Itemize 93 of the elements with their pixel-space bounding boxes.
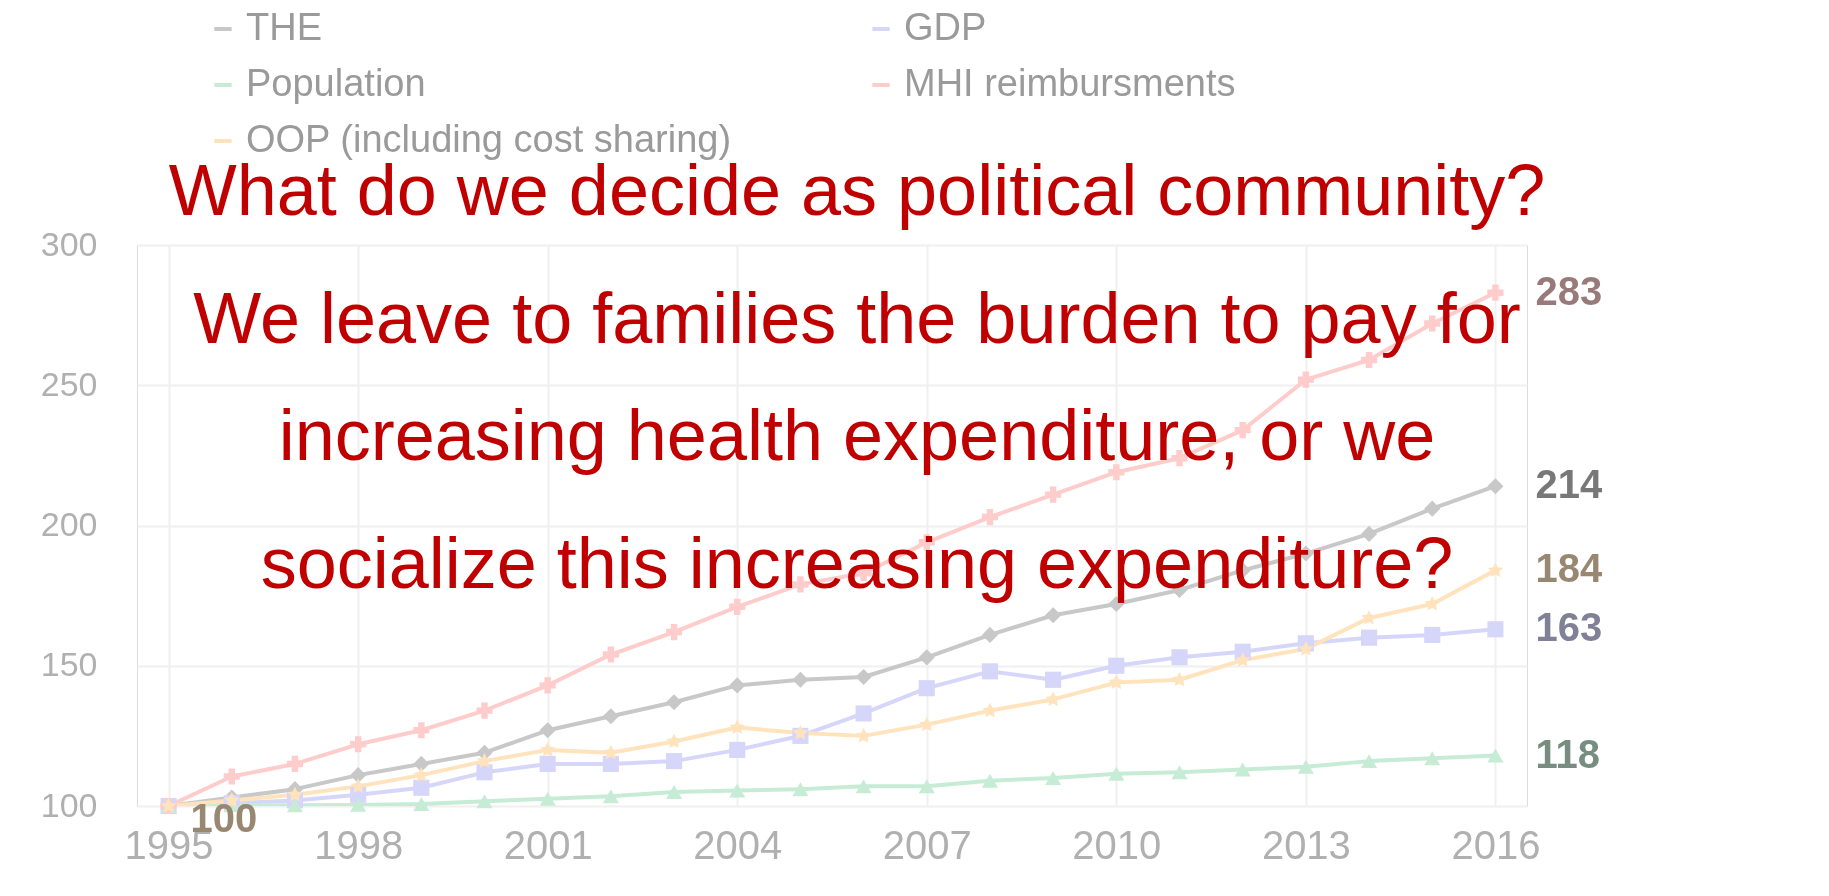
point [1424, 626, 1441, 643]
point [918, 680, 935, 697]
annotation: socialize this increasing expenditure? [260, 523, 1454, 603]
point [918, 649, 935, 666]
point [1045, 607, 1062, 624]
y-tick-label: 200 [40, 505, 98, 543]
point [1108, 766, 1125, 781]
point [1297, 759, 1314, 774]
data-label: 118 [1535, 731, 1600, 776]
point [729, 783, 746, 798]
point [1298, 640, 1314, 656]
annotation: increasing health expenditure, or we [278, 395, 1436, 475]
point [665, 624, 683, 641]
point [855, 668, 872, 686]
point [981, 626, 999, 643]
point [476, 764, 493, 781]
x-tick-label: 1998 [314, 822, 404, 867]
y-tick-label: 150 [40, 645, 98, 684]
point [286, 755, 304, 772]
point [413, 797, 430, 812]
point [855, 705, 872, 722]
point [350, 767, 367, 784]
point [1234, 762, 1251, 777]
point [539, 722, 556, 739]
point [729, 741, 746, 758]
point [287, 786, 303, 802]
point [1424, 500, 1441, 517]
point [1108, 657, 1125, 674]
point [981, 509, 999, 526]
point [539, 755, 556, 772]
x-tick-label: 2007 [882, 822, 972, 867]
point [286, 798, 304, 813]
point [1234, 422, 1251, 439]
point [981, 663, 999, 680]
point [413, 779, 430, 796]
point [1487, 621, 1504, 638]
point [981, 773, 999, 788]
point [1171, 649, 1188, 666]
x-tick-label: 2010 [1072, 822, 1162, 867]
point [539, 677, 556, 694]
point [540, 741, 556, 757]
point [792, 782, 809, 797]
legend-label: GDP [904, 6, 987, 48]
x-tick-label: 2013 [1261, 822, 1351, 867]
x-tick-label: 2016 [1451, 822, 1541, 867]
point [413, 722, 430, 739]
point [729, 677, 746, 694]
data-label: 163 [1535, 605, 1603, 650]
point [792, 671, 809, 688]
legend-label: THE [246, 6, 322, 48]
point [602, 646, 619, 663]
point [1487, 478, 1504, 495]
point [350, 797, 367, 812]
annotation: We leave to families the burden to pay for [193, 278, 1521, 358]
data-label: 184 [1535, 546, 1603, 591]
point [665, 694, 683, 711]
point [350, 736, 367, 753]
point [855, 779, 872, 794]
point [476, 702, 493, 719]
y-tick-label: 250 [40, 364, 98, 403]
data-label: 214 [1535, 462, 1603, 507]
point [350, 778, 366, 793]
point [1171, 765, 1188, 780]
point [1045, 486, 1062, 503]
point [1424, 751, 1441, 766]
point [1360, 754, 1378, 769]
point [918, 779, 935, 794]
point [792, 725, 809, 740]
point [223, 768, 240, 785]
x-tick-label: 2001 [503, 822, 593, 867]
point [1360, 629, 1378, 646]
point [413, 755, 430, 772]
point [1108, 674, 1124, 690]
point [665, 753, 683, 770]
point [476, 794, 493, 809]
point [729, 719, 745, 734]
point [1487, 562, 1504, 577]
point [665, 784, 683, 799]
point [602, 755, 619, 772]
point [1045, 671, 1062, 688]
legend-label: MHI reimbursments [904, 62, 1236, 104]
y-tick-label: 100 [40, 785, 98, 824]
point [602, 708, 619, 725]
point [539, 791, 556, 806]
data-label: 283 [1535, 268, 1603, 313]
point [1487, 748, 1504, 763]
y-tick-label: 300 [40, 224, 98, 263]
point [602, 789, 619, 804]
point [1297, 371, 1314, 388]
x-tick-label: 2004 [693, 822, 783, 867]
legend-label: Population [246, 62, 426, 104]
point [1235, 652, 1251, 667]
point [1045, 770, 1062, 785]
